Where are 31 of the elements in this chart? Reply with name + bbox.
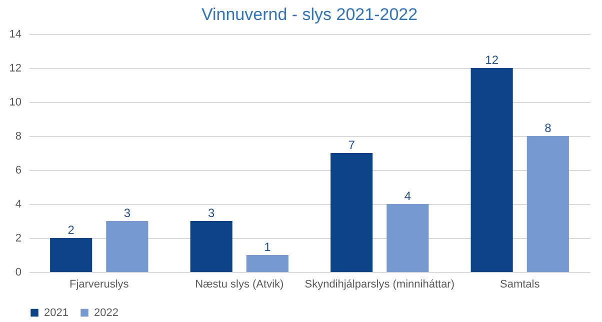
data-label: 1: [264, 240, 272, 254]
data-label: 3: [208, 206, 215, 220]
data-label: 3: [124, 206, 131, 220]
y-tick-label: 10: [9, 96, 22, 108]
bar: [330, 153, 373, 272]
x-tick-label: Fjarveruslys: [69, 278, 130, 290]
bar: [470, 68, 513, 272]
data-label: 4: [404, 189, 412, 203]
y-tick-label: 0: [15, 266, 22, 278]
y-tick-label: 8: [15, 130, 22, 142]
bar: [106, 221, 148, 272]
bar: [190, 221, 232, 272]
bar: [526, 136, 569, 272]
y-tick-label: 14: [9, 28, 22, 40]
y-tick-label: 6: [15, 164, 22, 176]
data-label: 2: [68, 223, 75, 237]
y-tick-label: 12: [9, 62, 22, 74]
legend-label: 2022: [94, 306, 118, 319]
legend-label: 2021: [44, 306, 68, 319]
bar: [246, 255, 288, 272]
chart-title: Vinnuvernd - slys 2021-2022: [201, 5, 418, 24]
x-tick-label: Samtals: [500, 278, 540, 290]
x-tick-label: Næstu slys (Atvik): [195, 278, 284, 290]
data-label: 7: [348, 138, 356, 152]
bar: [50, 238, 92, 272]
bar: [386, 204, 429, 272]
data-label: 12: [485, 53, 499, 67]
x-tick-label: Skyndihjálparslys (minniháttar): [304, 278, 455, 290]
y-tick-label: 4: [15, 198, 22, 210]
data-label: 8: [544, 121, 552, 135]
y-tick-label: 2: [15, 232, 22, 244]
